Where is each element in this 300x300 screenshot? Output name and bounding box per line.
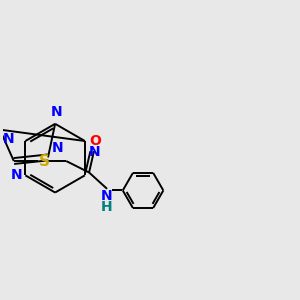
Text: H: H [100, 200, 112, 214]
Text: N: N [51, 105, 63, 119]
Text: N: N [89, 145, 100, 159]
Text: O: O [89, 134, 101, 148]
Text: S: S [39, 154, 50, 169]
Text: N: N [11, 168, 23, 182]
Text: N: N [100, 189, 112, 203]
Text: N: N [3, 132, 15, 146]
Text: N: N [52, 141, 64, 155]
